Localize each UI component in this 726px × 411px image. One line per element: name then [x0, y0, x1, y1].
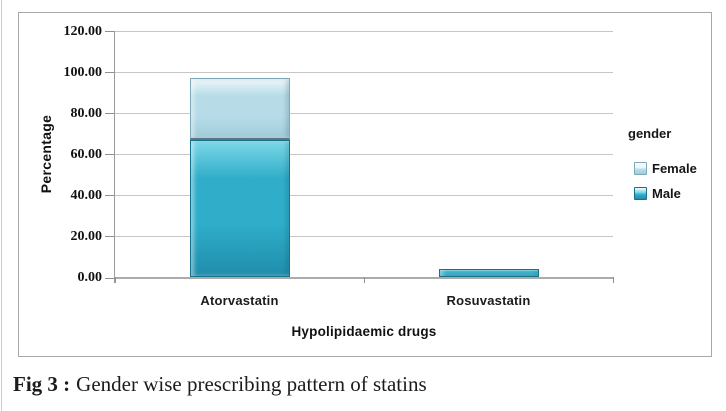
x-category-label: Rosuvastatin: [446, 293, 531, 308]
x-tick-mark: [612, 276, 614, 283]
legend-title: gender: [628, 126, 672, 141]
gridline: [115, 112, 613, 114]
y-tick-label: 40.00: [70, 187, 103, 203]
figure-caption: Fig 3 : Gender wise prescribing pattern o…: [13, 372, 427, 397]
y-tick-mark: [105, 195, 114, 197]
legend-item-male: Male: [634, 186, 681, 201]
gridline: [115, 30, 613, 32]
y-axis-title: Percentage: [38, 114, 54, 194]
x-axis-title: Hypolipidaemic drugs: [291, 324, 437, 339]
y-tick-mark: [105, 277, 114, 279]
gridline: [115, 194, 613, 196]
bar-segment-female-atorvastatin: [189, 78, 290, 141]
scan-edge-line: [1, 0, 2, 411]
y-tick-label: 100.00: [63, 64, 103, 80]
y-tick-label: 20.00: [70, 228, 103, 244]
y-tick-mark: [105, 72, 114, 74]
y-tick-label: 0.00: [77, 270, 103, 285]
y-tick-mark: [105, 154, 114, 156]
y-tick-label: 80.00: [70, 105, 103, 121]
bar-segment-male-atorvastatin: [189, 140, 290, 278]
y-tick-mark: [105, 31, 114, 32]
y-tick-label: 120.00: [63, 23, 103, 39]
legend-label: Female: [652, 161, 697, 176]
bar-segment-male-rosuvastatin: [438, 269, 539, 278]
legend-item-female: Female: [634, 161, 697, 176]
chart-frame: [18, 12, 712, 357]
y-tick-mark: [105, 113, 114, 115]
y-tick-mark: [105, 236, 114, 238]
legend-label: Male: [652, 186, 681, 201]
x-tick-mark: [364, 276, 365, 283]
gridline: [115, 71, 613, 73]
x-category-label: Atorvastatin: [200, 293, 279, 308]
x-tick-mark: [114, 276, 116, 283]
legend-swatch-female: [634, 162, 647, 175]
gridline: [115, 153, 613, 155]
caption-figure-number: Fig 3 :: [13, 372, 71, 396]
caption-text: Gender wise prescribing pattern of stati…: [76, 372, 427, 396]
legend-swatch-male: [634, 187, 647, 200]
y-axis-line: [114, 31, 115, 283]
y-tick-label: 60.00: [70, 146, 103, 162]
gridline: [115, 235, 613, 237]
